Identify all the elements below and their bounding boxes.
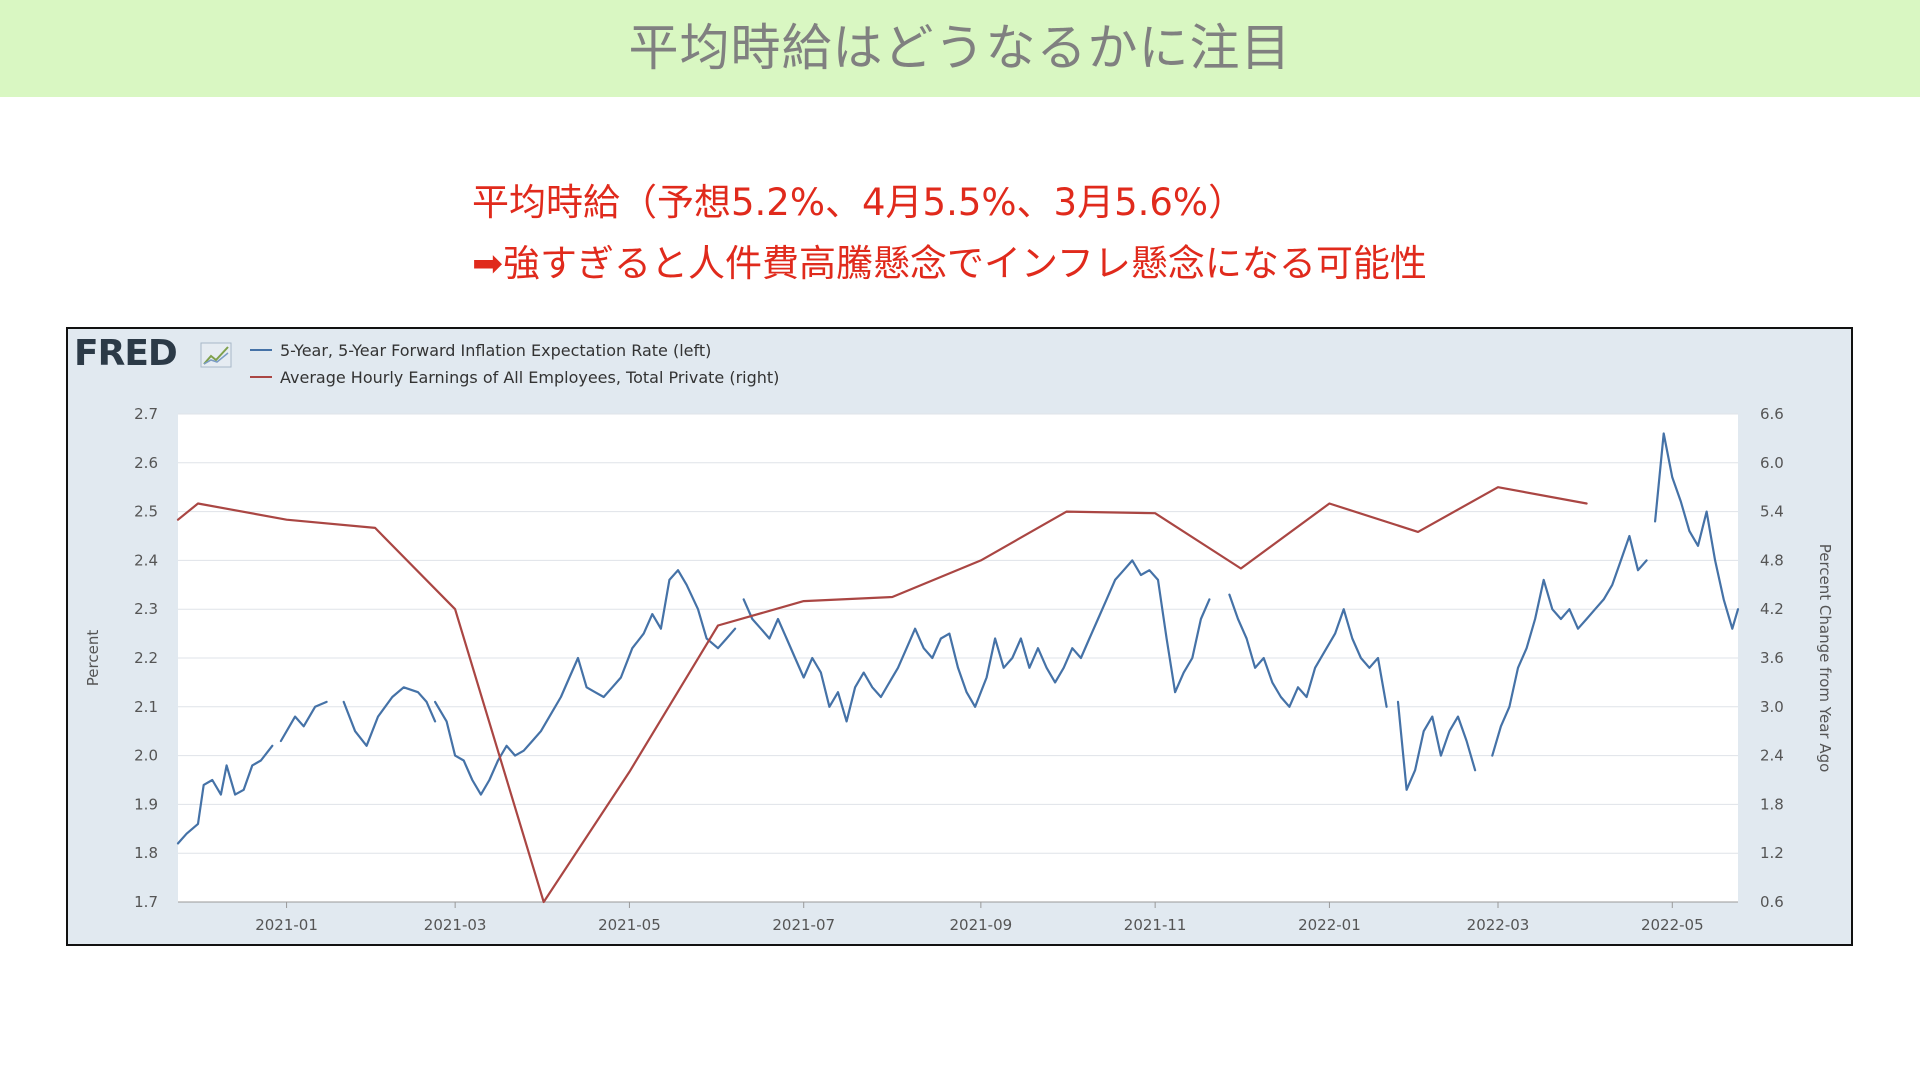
- y-right-tick-label: 0.6: [1760, 893, 1784, 911]
- y-left-tick-label: 2.7: [134, 405, 158, 423]
- y-right-tick-label: 4.8: [1760, 551, 1784, 569]
- x-axis: 2021-01 2021-03 2021-05 2021-07 2021-09 2021-…: [178, 901, 1738, 934]
- y-axis-left: 1.7 1.8 1.9 2.0 2.1 2.2 2.3 2.4 2.5 2.6 2.7: [134, 405, 158, 911]
- header-banner: [0, 0, 1920, 97]
- y-left-tick-label: 2.1: [134, 698, 158, 716]
- fred-logo-text: FRED: [74, 333, 177, 374]
- x-tick-label: 2022-01: [1298, 916, 1361, 934]
- legend-label-right-series: Average Hourly Earnings of All Employees…: [280, 368, 779, 387]
- x-tick-label: 2021-03: [424, 916, 487, 934]
- y-right-tick-label: 6.0: [1760, 454, 1784, 472]
- chart-frame: FRED 5-Year, 5-Year Forward Inflation Ex…: [66, 327, 1853, 946]
- y-right-tick-label: 1.8: [1760, 795, 1784, 813]
- y-left-tick-label: 2.0: [134, 747, 158, 765]
- y-right-tick-label: 3.0: [1760, 698, 1784, 716]
- series-layer: [176, 432, 1740, 904]
- note-line-1: 平均時給（予想5.2%、4月5.5%、3月5.6%）: [472, 181, 1246, 224]
- y-right-tick-label: 2.4: [1760, 747, 1784, 765]
- y-right-tick-label: 5.4: [1760, 503, 1784, 521]
- y-right-tick-label: 1.2: [1760, 844, 1784, 862]
- y-left-tick-label: 1.7: [134, 893, 158, 911]
- y-left-tick-label: 2.3: [134, 600, 158, 618]
- note-line-2: ➡強すぎると人件費高騰懸念でインフレ懸念になる可能性: [472, 242, 1427, 285]
- x-tick-label: 2021-11: [1124, 916, 1187, 934]
- y-axis-right-label: Percent Change from Year Ago: [1816, 544, 1834, 773]
- y-right-tick-label: 3.6: [1760, 649, 1784, 667]
- x-tick-label: 2021-01: [255, 916, 318, 934]
- x-tick-label: 2021-05: [598, 916, 661, 934]
- fred-logo-icon: [200, 342, 232, 368]
- y-right-tick-label: 6.6: [1760, 405, 1784, 423]
- x-tick-label: 2022-03: [1467, 916, 1530, 934]
- y-right-tick-label: 4.2: [1760, 600, 1784, 618]
- legend-label-left-series: 5-Year, 5-Year Forward Inflation Expecta…: [280, 341, 711, 360]
- x-tick-label: 2021-09: [950, 916, 1013, 934]
- fred-chart: FRED 5-Year, 5-Year Forward Inflation Ex…: [74, 333, 1834, 934]
- y-left-tick-label: 2.6: [134, 454, 158, 472]
- y-left-tick-label: 2.5: [134, 503, 158, 521]
- y-left-tick-label: 1.8: [134, 844, 158, 862]
- series-line-hourly-earnings: [176, 486, 1588, 904]
- legend: 5-Year, 5-Year Forward Inflation Expecta…: [250, 341, 779, 387]
- y-left-tick-label: 2.2: [134, 649, 158, 667]
- y-left-tick-label: 1.9: [134, 795, 158, 813]
- x-tick-label: 2022-05: [1641, 916, 1704, 934]
- y-left-tick-label: 2.4: [134, 551, 158, 569]
- x-tick-label: 2021-07: [772, 916, 835, 934]
- y-axis-right: 0.6 1.2 1.8 2.4 3.0 3.6 4.2 4.8 5.4 6.0 6.6: [1760, 405, 1784, 911]
- series-line-inflation-expectation: [176, 432, 1740, 845]
- y-axis-left-label: Percent: [84, 630, 102, 687]
- page-title: 平均時給はどうなるかに注目: [628, 19, 1292, 77]
